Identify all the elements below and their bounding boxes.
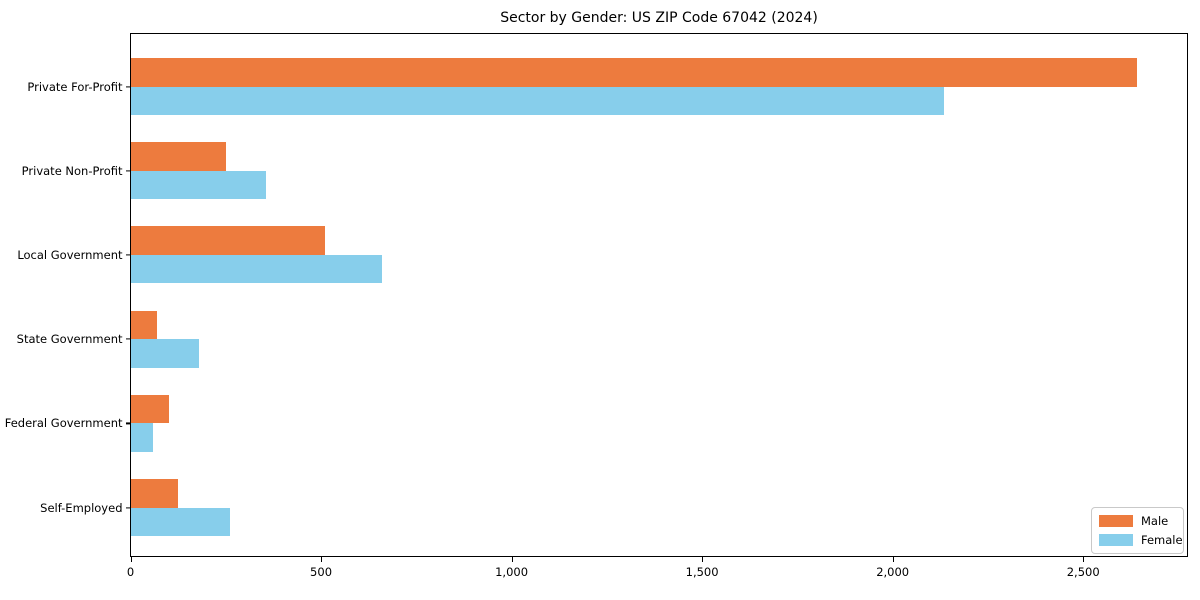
- legend-swatch-female: [1099, 534, 1133, 546]
- bar-male-self-employed: [130, 479, 179, 508]
- xtick-mark: [130, 557, 132, 562]
- xtick-mark: [511, 557, 513, 562]
- bar-male-state-government: [130, 310, 158, 340]
- bar-female-private-non-profit: [130, 170, 266, 200]
- bar-female-state-government: [130, 339, 200, 368]
- bar-male-local-government: [130, 226, 325, 255]
- ytick-label-private-for-profit: Private For-Profit: [27, 79, 123, 94]
- chart-title: Sector by Gender: US ZIP Code 67042 (202…: [500, 10, 818, 26]
- legend-item-male: Male: [1099, 514, 1175, 528]
- bar-female-federal-government: [130, 423, 154, 452]
- xtick-mark: [892, 557, 894, 562]
- ytick-label-local-government: Local Government: [17, 247, 123, 262]
- ytick-mark: [126, 506, 131, 509]
- ytick-label-federal-government: Federal Government: [4, 416, 123, 431]
- xtick-mark: [321, 557, 323, 562]
- xtick-label-0: 0: [126, 565, 135, 579]
- legend-label-male: Male: [1141, 514, 1169, 528]
- xtick-label-2000: 2,000: [876, 565, 910, 579]
- ytick-mark: [126, 422, 131, 424]
- xtick-label-1500: 1,500: [685, 565, 719, 579]
- xtick-label-500: 500: [310, 565, 333, 579]
- xtick-mark: [1083, 557, 1085, 562]
- legend-item-female: Female: [1099, 533, 1183, 547]
- ytick-mark: [126, 86, 131, 88]
- bar-male-private-non-profit: [130, 142, 226, 171]
- xtick-mark: [702, 557, 704, 562]
- legend: Male Female: [1091, 507, 1184, 554]
- bar-female-self-employed: [130, 507, 230, 536]
- legend-label-female: Female: [1141, 533, 1183, 547]
- ytick-mark: [126, 338, 131, 340]
- ytick-mark: [126, 254, 131, 256]
- ytick-label-state-government: State Government: [16, 332, 123, 347]
- ytick-label-self-employed: Self-Employed: [40, 500, 123, 515]
- legend-swatch-male: [1099, 515, 1133, 527]
- xtick-label-2500: 2,500: [1066, 565, 1100, 579]
- ytick-label-private-non-profit: Private Non-Profit: [21, 163, 123, 178]
- bar-female-local-government: [130, 254, 382, 284]
- bar-male-private-for-profit: [130, 58, 1137, 87]
- bar-male-federal-government: [130, 394, 169, 424]
- bar-female-private-for-profit: [130, 86, 945, 116]
- xtick-label-1000: 1,000: [495, 565, 529, 579]
- ytick-mark: [126, 170, 131, 172]
- plot-area: [130, 33, 1188, 557]
